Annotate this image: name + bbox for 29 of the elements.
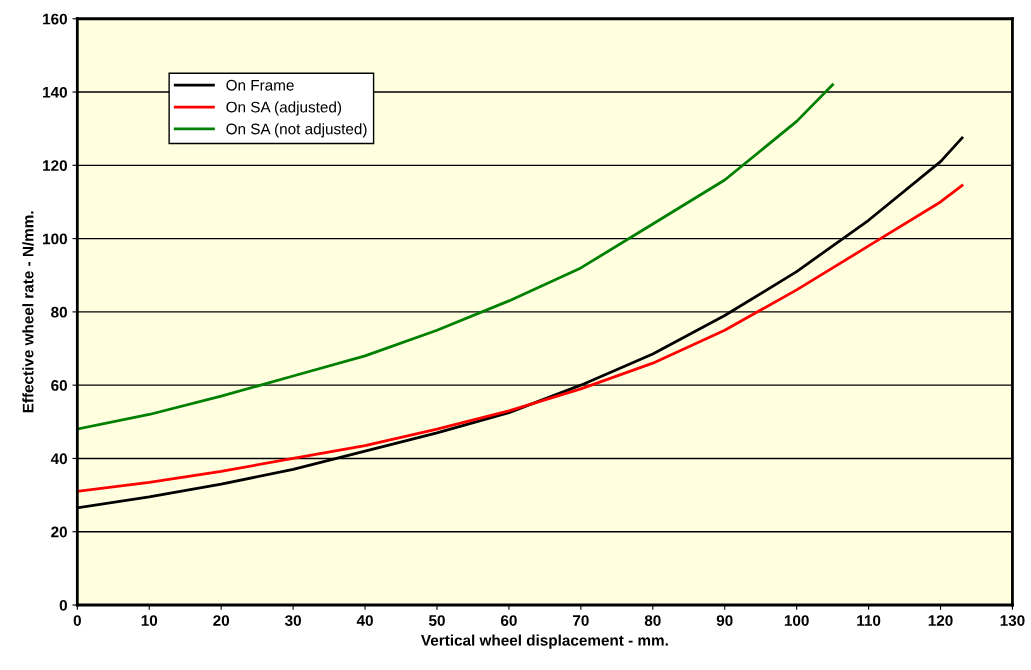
x-tick-label: 20 (213, 615, 230, 626)
y-tick-label: 100 (43, 233, 67, 245)
x-tick-label: 130 (1000, 615, 1025, 626)
x-tick-label: 60 (500, 615, 517, 626)
y-tick-label: 120 (43, 160, 67, 172)
x-tick-label: 10 (141, 615, 158, 626)
y-tick-label: 140 (43, 86, 67, 98)
x-tick-label: 70 (573, 615, 589, 626)
legend-label: On Frame (226, 79, 294, 91)
x-tick-label: 120 (928, 615, 953, 626)
y-tick-label: 0 (59, 599, 67, 611)
legend-label: On SA (not adjusted) (226, 123, 367, 138)
x-tick-label: 90 (716, 615, 733, 626)
x-tick-label: 30 (284, 615, 301, 626)
x-tick-label: 50 (428, 615, 445, 626)
y-tick-label: 60 (51, 380, 67, 391)
legend-label: On SA (adjusted) (226, 101, 342, 116)
x-axis-title: Vertical wheel displacement - mm. (421, 634, 668, 649)
x-tick-label: 80 (644, 615, 661, 626)
line-series (77, 184, 964, 493)
y-tick-label: 40 (50, 453, 67, 465)
y-tick-label: 20 (51, 526, 67, 538)
x-tick-label: 110 (857, 615, 881, 626)
x-tick-label: 0 (73, 615, 81, 626)
y-axis-title: Effective wheel rate - N/mm. (22, 211, 34, 413)
x-tick-label: 100 (784, 615, 809, 626)
y-tick-label: 80 (51, 306, 67, 318)
x-tick-label: 40 (356, 615, 373, 626)
y-tick-label: 160 (43, 13, 67, 25)
